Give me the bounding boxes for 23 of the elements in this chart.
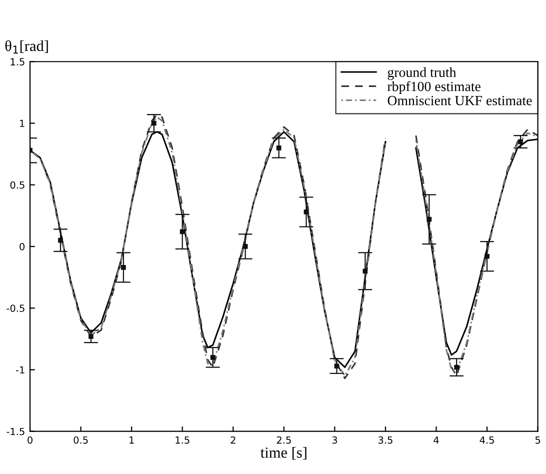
legend-label: rbpf100 estimate bbox=[387, 81, 480, 94]
x-tick-label: 4.5 bbox=[480, 436, 494, 444]
x-tick-label: 1 bbox=[130, 436, 134, 444]
legend-label: ground truth bbox=[388, 67, 456, 80]
y-tick-label: 1.5 bbox=[10, 58, 24, 66]
y-tick-label: -1 bbox=[16, 366, 24, 374]
x-tick-label: 4 bbox=[434, 436, 439, 444]
y-axis-title: θ$_{1}$[rad] bbox=[5, 40, 48, 54]
x-axis-title: time [s] bbox=[260, 447, 306, 460]
legend-label: Omniscient UKF estimate bbox=[388, 96, 532, 106]
y-tick-label: -0.5 bbox=[6, 304, 24, 312]
x-tick-label: 3.5 bbox=[378, 436, 392, 444]
x-tick-label: 5 bbox=[535, 436, 540, 444]
x-tick-label: 2.5 bbox=[276, 436, 291, 444]
y-tick-label: 1 bbox=[20, 120, 24, 127]
y-tick-label: 0.5 bbox=[10, 181, 24, 189]
x-tick-label: 0 bbox=[28, 436, 32, 444]
x-tick-label: 2 bbox=[230, 436, 236, 444]
x-tick-label: 3 bbox=[332, 436, 338, 444]
x-tick-label: 1.5 bbox=[176, 436, 190, 444]
y-tick-label: -1.5 bbox=[6, 428, 24, 436]
y-tick-label: 0 bbox=[20, 242, 25, 250]
x-tick-label: 0.5 bbox=[74, 436, 88, 444]
